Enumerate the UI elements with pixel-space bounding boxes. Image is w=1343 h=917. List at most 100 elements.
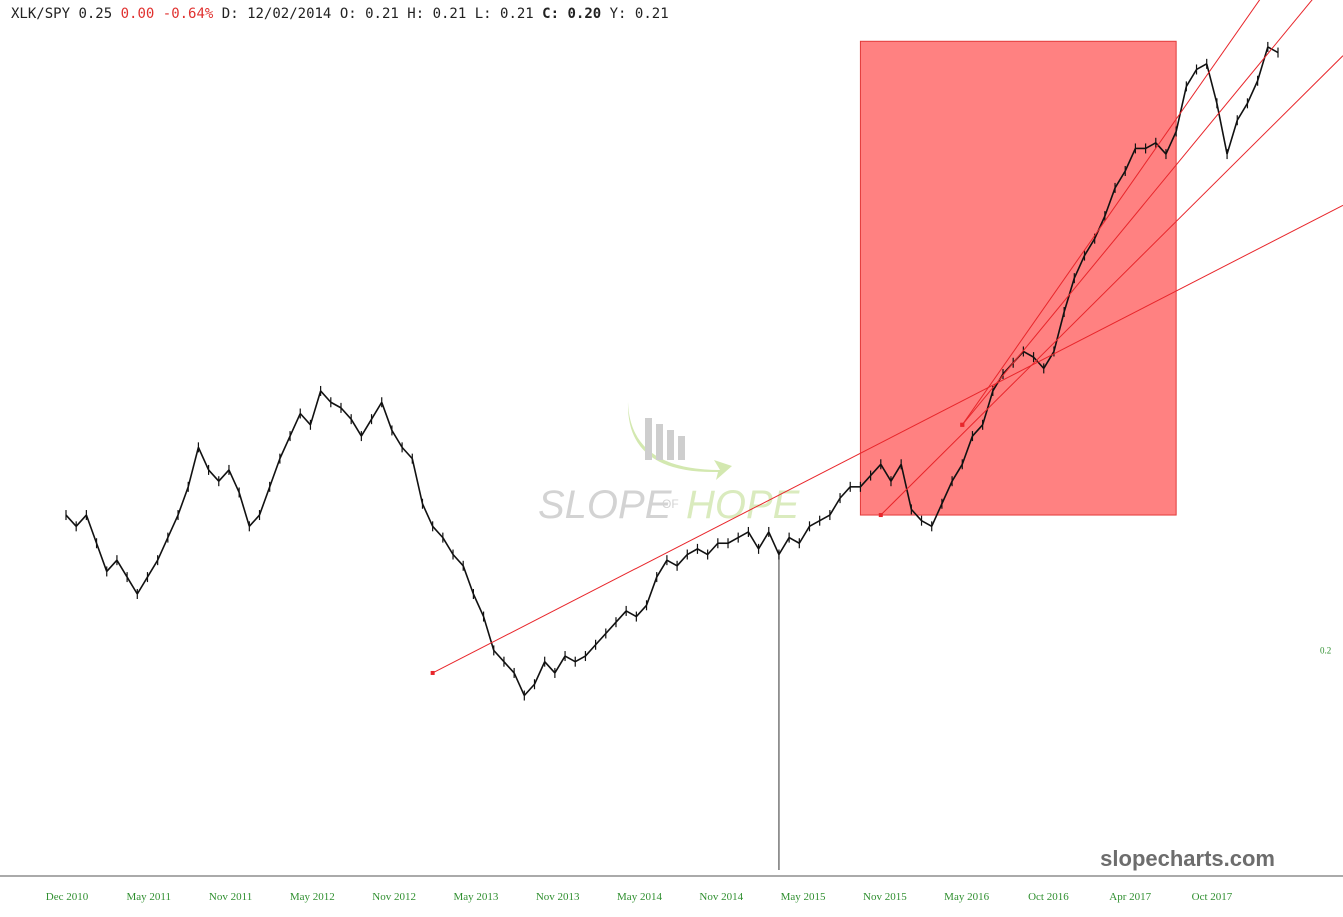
x-tick-label: May 2012 [290, 891, 335, 903]
price-segment [839, 486, 851, 499]
price-segment [279, 435, 291, 459]
close-value: 0.20 [567, 6, 602, 22]
price-segment [360, 418, 373, 437]
price-segment [859, 475, 872, 488]
price-segment [116, 559, 128, 578]
price-segment [778, 537, 790, 555]
price-segment [391, 430, 403, 448]
high-value: 0.21 [432, 6, 467, 22]
price-segment [564, 655, 576, 663]
trendline-anchor [430, 670, 435, 675]
price-segment [85, 514, 98, 544]
price-segment [523, 683, 536, 697]
y-value: 0.21 [634, 6, 669, 22]
highlight-box [859, 40, 1177, 516]
x-tick-label: Oct 2017 [1192, 891, 1233, 903]
price-segment [605, 621, 617, 635]
price-segment [432, 525, 444, 539]
price-segment [941, 480, 953, 505]
watermark-word-hope: HOPE [686, 483, 801, 527]
price-segment [737, 531, 749, 539]
price-segment [370, 401, 383, 420]
price-segment [900, 464, 913, 510]
close-label: C: [542, 6, 560, 22]
x-tick-label: Nov 2012 [372, 891, 416, 903]
price-segment [1032, 356, 1045, 369]
price-segment [320, 390, 332, 403]
price-segment [1236, 102, 1249, 121]
price-segment [340, 407, 352, 420]
trendline-anchor [960, 422, 965, 427]
price-segment [971, 424, 984, 437]
price-segment [788, 536, 800, 544]
price-segment [533, 661, 546, 685]
watermark-bar-icon [645, 418, 652, 460]
price-segment [645, 576, 658, 606]
y-label: Y: [609, 6, 627, 22]
price-segment [798, 525, 811, 544]
price-segment [676, 553, 688, 567]
price-segment [1022, 350, 1034, 358]
x-tick-label: Nov 2013 [536, 891, 580, 903]
price-segment [635, 604, 648, 618]
price-segment [106, 559, 118, 572]
trendline-1 [432, 204, 1343, 674]
price-segment [1053, 311, 1065, 352]
x-tick-label: May 2016 [944, 891, 989, 903]
watermark: SLOPE OF HOPE [538, 402, 801, 527]
open-label: O: [339, 6, 357, 22]
price-segment [870, 463, 882, 477]
price-segment [890, 463, 902, 482]
price-segment [1216, 103, 1228, 155]
price-segment [768, 531, 780, 555]
plot-area [65, 0, 1343, 870]
price-segment [1196, 63, 1208, 71]
price-segment [880, 463, 892, 482]
price-segment [666, 559, 678, 567]
high-label: H: [407, 6, 425, 22]
price-segment [401, 446, 413, 460]
price-segment [472, 593, 485, 617]
price-segment [1205, 63, 1218, 104]
price-segment [350, 418, 363, 437]
price-segment [238, 492, 251, 527]
trendline-2 [880, 55, 1343, 516]
open-value: 0.21 [365, 6, 399, 22]
price-segment [1226, 120, 1239, 155]
price-segment [1267, 46, 1279, 54]
price-segment [330, 401, 342, 409]
low-value: 0.21 [500, 6, 534, 22]
price-segment [727, 536, 739, 544]
price-segment [747, 531, 760, 550]
trendline-4 [961, 0, 1313, 426]
price-segment [299, 412, 312, 426]
x-tick-label: Oct 2016 [1028, 891, 1069, 903]
price-segment [187, 447, 200, 488]
price-segment [961, 435, 974, 465]
price-segment [910, 508, 923, 522]
price-segment [156, 537, 169, 561]
watermark-word-of: OF [662, 497, 679, 511]
price-segment [951, 463, 963, 482]
price-segment [930, 503, 943, 527]
price-segment [482, 616, 495, 651]
price-segment [126, 576, 138, 595]
price-segment [1165, 131, 1177, 155]
price-segment [1093, 215, 1106, 240]
trendline-3 [961, 0, 1261, 426]
price-segment [65, 514, 77, 527]
price-segment [1246, 80, 1259, 104]
x-tick-label: Apr 2017 [1109, 891, 1151, 903]
price-segment [697, 548, 709, 556]
watermark-bar-icon [678, 436, 685, 460]
price-segment [228, 469, 240, 493]
low-label: L: [474, 6, 492, 22]
price-segment [167, 514, 179, 538]
watermark-word-slope: SLOPE [538, 483, 673, 527]
price-segment [268, 458, 281, 488]
price-segment [554, 655, 566, 674]
x-tick-label: May 2013 [453, 891, 498, 903]
price-segment [921, 519, 933, 528]
price-segment [829, 497, 841, 516]
